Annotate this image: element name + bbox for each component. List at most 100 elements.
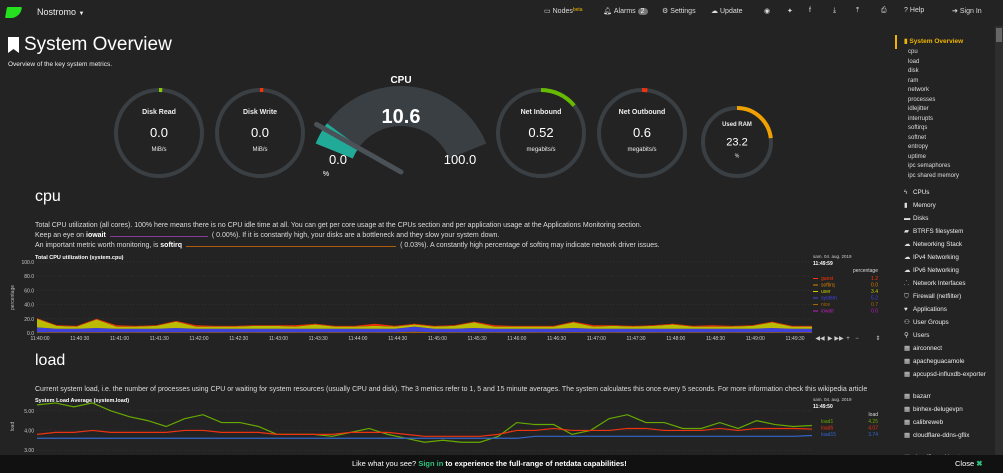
gauge-fill xyxy=(736,106,773,139)
gauge-value: 23.2 xyxy=(726,136,748,148)
nav-download-button[interactable]: ⤓ xyxy=(833,7,838,15)
scroll-left-button[interactable]: ◀◀ xyxy=(815,336,825,342)
gauge-disk-write[interactable]: Disk Write 0.0 MiB/s xyxy=(215,88,305,178)
legend-name: load1 xyxy=(821,419,833,425)
sidebar-subitem-ipc-semaphores[interactable]: ipc semaphores xyxy=(908,163,951,169)
legend-name: iowait xyxy=(821,309,834,315)
sidebar-subitem-ram[interactable]: ram xyxy=(908,77,919,84)
sidebar-section-disks[interactable]: ▬ Disks xyxy=(904,214,988,223)
sidebar-subitem-network[interactable]: network xyxy=(908,87,930,93)
gauge-disk-read[interactable]: Disk Read 0.0 MiB/s xyxy=(114,88,204,178)
sidebar-section-apacheguacamole[interactable]: ▦ apacheguacamole xyxy=(904,357,988,366)
legend-item-softirq[interactable]: softirq 0.0 xyxy=(813,283,878,289)
sidebar-subitem-interrupts[interactable]: interrupts xyxy=(908,115,934,122)
monitor-icon: ▭ xyxy=(544,8,551,15)
iowait-sparkline xyxy=(109,236,208,237)
legend-value: 4.25 xyxy=(868,419,878,425)
sidebar-section-networking-stack[interactable]: ☁ Networking Stack xyxy=(904,240,988,249)
gauge-unit: MiB/s xyxy=(152,147,167,153)
scrollbar[interactable] xyxy=(995,26,1003,455)
load-chart[interactable]: System Load Average (system.load) load 3.0… xyxy=(0,394,890,455)
sidebar-subitem-cpu[interactable]: cpu xyxy=(908,49,918,55)
legend-item-nice[interactable]: nice 0.7 xyxy=(813,302,878,308)
sidebar-section-firewall-netfilter-[interactable]: ⛉ Firewall (netfilter) xyxy=(904,292,988,301)
gauge-ram[interactable]: Used RAM 23.2% xyxy=(701,106,773,178)
sidebar-section-airconnect[interactable]: ▦ airconnect xyxy=(904,344,988,353)
caret-down-icon: ▼ xyxy=(78,11,85,17)
scroll-right-button[interactable]: ▶▶ xyxy=(834,336,844,342)
sidebar-subitem-uptime[interactable]: uptime xyxy=(908,153,927,160)
sidebar-section-applications[interactable]: ♥ Applications xyxy=(904,305,988,314)
x-tick-label: 11:46:00 xyxy=(507,336,526,342)
legend-item-guest[interactable]: guest 1.2 xyxy=(813,276,878,282)
sidebar-section-cpus[interactable]: ϟ CPUs xyxy=(904,188,988,197)
nav-facebook-button[interactable]: f xyxy=(809,7,813,14)
sidebar-section-calibreweb[interactable]: ▦ calibreweb xyxy=(904,418,988,427)
host-menu[interactable]: Nostromo ▼ xyxy=(37,7,84,17)
legend-item-system[interactable]: system 5.2 xyxy=(813,296,878,302)
zoom-in-button[interactable]: + xyxy=(846,336,850,342)
sidebar-section-bazarr[interactable]: ▦ bazarr xyxy=(904,392,988,401)
play-button[interactable]: ▶ xyxy=(828,336,833,342)
nav-github-button[interactable]: ◉ xyxy=(764,7,772,15)
gauge-cpu[interactable]: CPU 10.6 0.0 100.0% xyxy=(314,75,487,178)
sidebar-subitem-entropy[interactable]: entropy xyxy=(908,144,929,150)
legend-item-load5[interactable]: load5 4.07 xyxy=(821,426,878,432)
sidebar-subitem-idlejitter[interactable]: idlejitter xyxy=(908,106,929,112)
nav-help-button[interactable]: ? Help xyxy=(904,7,924,14)
bookmark-icon xyxy=(8,37,19,53)
nav-alarms-button[interactable]: 🔔︎ Alarms 2 xyxy=(603,7,648,15)
sidebar-subitem-softnet[interactable]: softnet xyxy=(908,134,927,141)
sidebar-subitem-load[interactable]: load xyxy=(908,58,920,65)
cpu-description: Total CPU utilization (all cores). 100% … xyxy=(35,222,642,229)
nav-twitter-button[interactable]: ✦ xyxy=(787,7,795,15)
sidebar-subitem-disk[interactable]: disk xyxy=(908,68,919,74)
x-tick-label: 11:45:00 xyxy=(428,336,447,342)
legend-item-iowait[interactable]: iowait 0.0 xyxy=(813,309,878,315)
page-subtitle: Overview of the key system metrics. xyxy=(8,61,113,68)
y-tick-label: 60.0 xyxy=(24,288,34,294)
cpu-chart[interactable]: Total CPU utilization (system.cpu) percen… xyxy=(0,250,890,345)
sidebar-section-binhex-delugevpn[interactable]: ▦ binhex-delugevpn xyxy=(904,405,988,414)
gauge-net-in[interactable]: Net Inbound 0.52 megabits/s xyxy=(496,88,586,178)
nav-print-button[interactable]: ⎙ xyxy=(881,7,889,15)
nav-nodes-button[interactable]: ▭ Nodesbeta xyxy=(544,7,583,15)
nav-upload-button[interactable]: ⤒ xyxy=(856,7,861,15)
legend-time: 11:49:50 xyxy=(813,404,833,410)
legend-item-load15[interactable]: load15 3.74 xyxy=(821,432,878,438)
resize-handle[interactable]: ⇕ xyxy=(875,335,880,342)
nav-label: Nodes xyxy=(552,8,573,15)
banner-signin-link[interactable]: Sign in xyxy=(418,459,444,468)
sidebar-section-memory[interactable]: ▮ Memory xyxy=(904,201,988,210)
sidebar-section-btrfs-filesystem[interactable]: ▰ BTRFS filesystem xyxy=(904,227,988,236)
sidebar-section-network-interfaces[interactable]: ⸫ Network Interfaces xyxy=(904,279,988,288)
sidebar-section-ipv6-networking[interactable]: ☁ IPv6 Networking xyxy=(904,266,988,275)
nav-label: Sign In xyxy=(959,8,982,15)
y-tick-label: 40.0 xyxy=(24,303,34,309)
host-name: Nostromo xyxy=(37,7,77,17)
banner-close-button[interactable]: Close ✖ xyxy=(955,459,983,468)
cloud-icon: ☁ xyxy=(904,241,911,248)
sidebar-section-users[interactable]: ⚲ Users xyxy=(904,331,988,340)
scrollbar-thumb[interactable] xyxy=(996,28,1002,42)
sidebar-subitem-processes[interactable]: processes xyxy=(908,96,936,103)
legend-item-user[interactable]: user 3.4 xyxy=(813,289,878,295)
bell-icon: 🔔︎ xyxy=(603,8,612,15)
legend-item-load1[interactable]: load1 4.25 xyxy=(821,419,878,425)
sidebar-section-apcupsd-influxdb-exporter[interactable]: ▦ apcupsd-influxdb-exporter xyxy=(904,370,988,379)
x-tick-label: 11:41:30 xyxy=(150,336,169,342)
folder-icon: ▰ xyxy=(904,228,909,235)
nav-sign-in-button[interactable]: ➔ Sign In xyxy=(952,7,982,15)
sidebar-section-cloudflare-ddns-gflix[interactable]: ▦ cloudflare-ddns-gflix xyxy=(904,431,988,440)
sidebar-subitem-ipc-shared-memory[interactable]: ipc shared memory xyxy=(908,172,960,179)
legend-name: system xyxy=(821,296,837,302)
sidebar-subitem-softirqs[interactable]: softirqs xyxy=(908,125,928,131)
nav-settings-button[interactable]: ⚙ Settings xyxy=(662,7,696,15)
sidebar-item-system-overview[interactable]: ▮ System Overview xyxy=(904,37,963,45)
gauge-net-out[interactable]: Net Outbound 0.6 megabits/s xyxy=(597,88,687,178)
sidebar-section-ipv4-networking[interactable]: ☁ IPv4 Networking xyxy=(904,253,988,262)
nav-update-button[interactable]: ☁ Update xyxy=(711,7,743,15)
sidebar-label: binhex-delugevpn xyxy=(913,406,963,413)
sidebar-section-user-groups[interactable]: ⚇ User Groups xyxy=(904,318,988,327)
zoom-out-button[interactable]: − xyxy=(855,336,859,342)
